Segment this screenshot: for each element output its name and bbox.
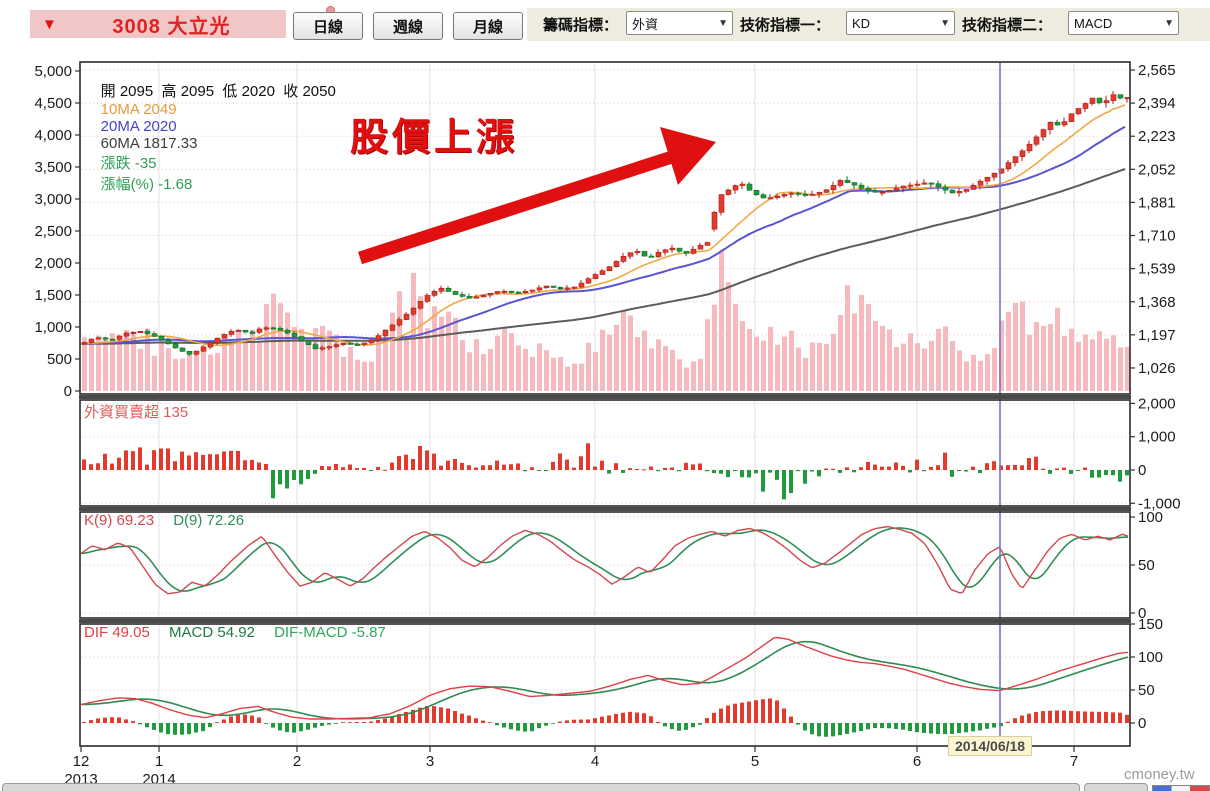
svg-text:1,000: 1,000 <box>1138 429 1176 446</box>
tech-indicator2-value: MACD <box>1074 15 1113 31</box>
k-value: K(9) 69.23 <box>84 512 155 529</box>
svg-text:1,539: 1,539 <box>1138 261 1176 278</box>
ma60-value: 60MA 1817.33 <box>100 135 198 152</box>
partial-bottom-toolbar <box>2 783 1080 791</box>
svg-text:3,500: 3,500 <box>34 159 72 176</box>
svg-text:4,000: 4,000 <box>34 127 72 144</box>
tech-indicator1-label: 技術指標一： <box>740 17 831 34</box>
svg-text:2: 2 <box>293 753 301 770</box>
chip-indicator-label: 籌碼指標： <box>543 17 619 34</box>
svg-text:150: 150 <box>1138 616 1163 633</box>
svg-text:2,565: 2,565 <box>1138 62 1176 79</box>
svg-text:100: 100 <box>1138 509 1163 526</box>
tech-indicator1-select[interactable]: KD ▼ <box>846 11 955 35</box>
monthly-button[interactable]: 月線 <box>453 12 523 40</box>
svg-text:2,223: 2,223 <box>1138 128 1176 145</box>
svg-text:1,710: 1,710 <box>1138 228 1176 245</box>
svg-text:0: 0 <box>64 383 72 400</box>
crosshair-date-tooltip: 2014/06/18 <box>948 736 1033 756</box>
stock-title-box: ▼ 3008 大立光 <box>30 10 286 38</box>
svg-text:5: 5 <box>751 753 759 770</box>
partial-color-widget <box>1152 785 1210 791</box>
svg-text:2,000: 2,000 <box>34 255 72 272</box>
svg-text:3,000: 3,000 <box>34 191 72 208</box>
ohlc-values: 開 2095 高 2095 低 2020 收 2050 <box>100 83 336 100</box>
tech-indicator1-value: KD <box>852 15 871 31</box>
dif-value: DIF 49.05 <box>84 624 150 641</box>
macd-readout: DIF 49.05 MACD 54.92 DIF-MACD -5.87 <box>84 624 386 641</box>
svg-text:1: 1 <box>155 753 163 770</box>
d-value: D(9) 72.26 <box>173 512 245 529</box>
svg-text:0: 0 <box>1138 462 1146 479</box>
dropdown-triangle-icon[interactable]: ▼ <box>42 15 57 33</box>
svg-text:7: 7 <box>1070 753 1078 770</box>
svg-text:500: 500 <box>47 351 72 368</box>
svg-text:50: 50 <box>1138 557 1155 574</box>
svg-text:-1,000: -1,000 <box>1138 495 1181 512</box>
svg-text:4,500: 4,500 <box>34 95 72 112</box>
ma20-value: 20MA 2020 <box>100 118 177 135</box>
svg-text:0: 0 <box>1138 715 1146 732</box>
svg-text:12: 12 <box>73 753 90 770</box>
ohlc-readout: 開 2095 高 2095 低 2020 收 2050 10MA 2049 20… <box>84 63 336 211</box>
watermark: cmoney.tw <box>1124 766 1195 783</box>
daily-button[interactable]: 日線 <box>293 12 363 40</box>
partial-bottom-button <box>1084 783 1148 791</box>
svg-text:3: 3 <box>426 753 434 770</box>
svg-text:2,500: 2,500 <box>34 223 72 240</box>
chevron-down-icon: ▼ <box>1164 17 1174 29</box>
chevron-down-icon: ▼ <box>940 17 950 29</box>
svg-text:1,500: 1,500 <box>34 287 72 304</box>
svg-text:1,881: 1,881 <box>1138 194 1176 211</box>
chevron-down-icon: ▼ <box>718 17 728 29</box>
stock-title: 3008 大立光 <box>112 15 231 38</box>
macd-value: MACD 54.92 <box>169 624 255 641</box>
svg-text:2,000: 2,000 <box>1138 395 1176 412</box>
chip-indicator-value: 外資 <box>632 16 659 32</box>
svg-text:100: 100 <box>1138 649 1163 666</box>
foreign-net-label: 外資買賣超 135 <box>84 404 189 421</box>
change-value: 漲跌 -35 <box>100 155 157 172</box>
tech-indicator2-select[interactable]: MACD ▼ <box>1068 11 1179 35</box>
svg-text:50: 50 <box>1138 682 1155 699</box>
svg-text:1,026: 1,026 <box>1138 360 1176 377</box>
svg-text:5,000: 5,000 <box>34 63 72 80</box>
svg-text:1,368: 1,368 <box>1138 294 1176 311</box>
price-rise-annotation: 股價上漲 <box>350 117 519 159</box>
kd-readout: K(9) 69.23 D(9) 72.26 <box>84 512 244 529</box>
svg-text:1,000: 1,000 <box>34 319 72 336</box>
svg-text:4: 4 <box>591 753 599 770</box>
svg-text:2,052: 2,052 <box>1138 161 1176 178</box>
chip-indicator-select[interactable]: 外資 ▼ <box>626 11 733 35</box>
tech-indicator2-label: 技術指標二： <box>962 17 1053 34</box>
svg-text:0: 0 <box>1138 605 1146 622</box>
up-arrow <box>357 127 716 265</box>
weekly-button[interactable]: 週線 <box>373 12 443 40</box>
svg-text:1,197: 1,197 <box>1138 327 1176 344</box>
svg-text:6: 6 <box>913 753 921 770</box>
dif-macd-value: DIF-MACD -5.87 <box>274 624 386 641</box>
ma10-value: 10MA 2049 <box>100 101 177 118</box>
change-pct-value: 漲幅(%) -1.68 <box>100 176 193 193</box>
svg-text:2,394: 2,394 <box>1138 95 1176 112</box>
